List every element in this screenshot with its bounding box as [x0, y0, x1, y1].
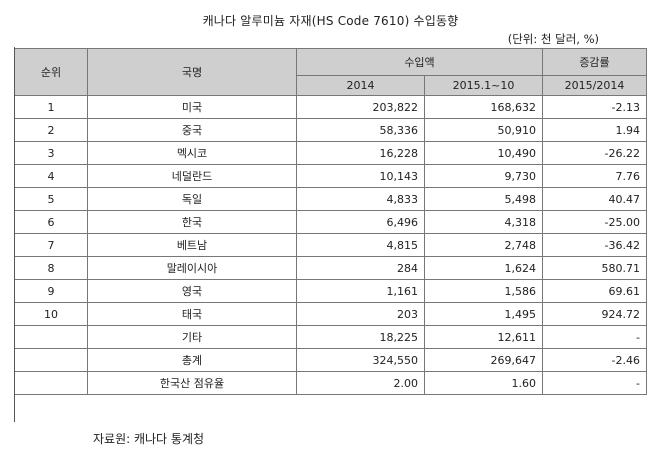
unit-note: (단위: 천 달러, %) — [507, 32, 599, 46]
cell-imports-2014: 4,833 — [296, 187, 425, 211]
cell-growth: 69.61 — [542, 279, 647, 303]
import-table: 순위 국명 수입액 증감률 2014 2015.1~10 2015/2014 1… — [14, 48, 647, 395]
cell-rank: 9 — [14, 279, 88, 303]
cell-growth: -36.42 — [542, 233, 647, 257]
cell-rank: 1 — [14, 95, 88, 119]
cell-country: 미국 — [87, 95, 297, 119]
cell-imports-2015: 1,495 — [424, 302, 543, 326]
cell-imports-2015: 1,586 — [424, 279, 543, 303]
cell-rank: 8 — [14, 256, 88, 280]
header-rank: 순위 — [14, 48, 88, 96]
source-note: 자료원: 캐나다 통계청 — [93, 432, 205, 446]
cell-imports-2015: 269,647 — [424, 348, 543, 372]
cell-imports-2014: 4,815 — [296, 233, 425, 257]
table-row: 8 말레이시아 284 1,624 580.71 — [14, 256, 647, 280]
cell-imports-2014: 324,550 — [296, 348, 425, 372]
cell-growth: -25.00 — [542, 210, 647, 234]
table-row: 기타 18,225 12,611- — [14, 325, 647, 349]
header-imports: 수입액 — [296, 48, 543, 76]
cell-growth: -26.22 — [542, 141, 647, 165]
cell-growth: 40.47 — [542, 187, 647, 211]
table-row: 6 한국 6,496 4,318 -25.00 — [14, 210, 647, 234]
cell-rank — [14, 348, 88, 372]
cell-country: 한국 — [87, 210, 297, 234]
cell-country: 한국산 점유율 — [87, 371, 297, 395]
table-row: 한국산 점유율 2.00 1.60- — [14, 371, 647, 395]
cell-rank: 7 — [14, 233, 88, 257]
cell-country: 총계 — [87, 348, 297, 372]
cell-country: 태국 — [87, 302, 297, 326]
cell-country: 말레이시아 — [87, 256, 297, 280]
header-year-2014: 2014 — [296, 75, 425, 96]
cell-country: 영국 — [87, 279, 297, 303]
cell-country: 베트남 — [87, 233, 297, 257]
cell-growth: -2.46 — [542, 348, 647, 372]
cell-imports-2014: 18,225 — [296, 325, 425, 349]
cell-growth: 1.94 — [542, 118, 647, 142]
cell-imports-2015: 1,624 — [424, 256, 543, 280]
cell-rank: 6 — [14, 210, 88, 234]
cell-imports-2015: 12,611 — [424, 325, 543, 349]
cell-rank: 10 — [14, 302, 88, 326]
header-row-1: 순위 국명 수입액 증감률 — [14, 48, 647, 96]
table-row: 1 미국 203,822 168,632 -2.13 — [14, 95, 647, 119]
header-year-2015: 2015.1~10 — [424, 75, 543, 96]
table-row: 9 영국 1,161 1,586 69.61 — [14, 279, 647, 303]
header-country: 국명 — [87, 48, 297, 96]
cell-rank — [14, 371, 88, 395]
cell-rank: 4 — [14, 164, 88, 188]
table-row: 4 네덜란드 10,143 9,730 7.76 — [14, 164, 647, 188]
cell-imports-2015: 1.60 — [424, 371, 543, 395]
table-row: 10 태국 203 1,495 924.72 — [14, 302, 647, 326]
table-row: 3 멕시코 16,228 10,490 -26.22 — [14, 141, 647, 165]
document-title: 캐나다 알루미늄 자재(HS Code 7610) 수입동향 — [202, 14, 459, 28]
cell-imports-2015: 4,318 — [424, 210, 543, 234]
cell-imports-2014: 203,822 — [296, 95, 425, 119]
cell-imports-2014: 1,161 — [296, 279, 425, 303]
cell-imports-2015: 5,498 — [424, 187, 543, 211]
table-row: 7 베트남 4,815 2,748 -36.42 — [14, 233, 647, 257]
cell-rank — [14, 325, 88, 349]
table-row: 총계 324,550 269,647 -2.46 — [14, 348, 647, 372]
left-border-line — [14, 47, 15, 422]
cell-imports-2014: 6,496 — [296, 210, 425, 234]
cell-country: 중국 — [87, 118, 297, 142]
cell-imports-2014: 10,143 — [296, 164, 425, 188]
cell-imports-2014: 284 — [296, 256, 425, 280]
cell-imports-2015: 50,910 — [424, 118, 543, 142]
cell-country: 기타 — [87, 325, 297, 349]
cell-growth: -2.13 — [542, 95, 647, 119]
cell-imports-2014: 16,228 — [296, 141, 425, 165]
cell-imports-2015: 168,632 — [424, 95, 543, 119]
cell-growth: - — [542, 371, 647, 395]
cell-imports-2015: 2,748 — [424, 233, 543, 257]
cell-rank: 2 — [14, 118, 88, 142]
header-row-2: 2014 2015.1~10 2015/2014 — [15, 75, 647, 96]
cell-imports-2014: 58,336 — [296, 118, 425, 142]
cell-country: 네덜란드 — [87, 164, 297, 188]
cell-growth: 924.72 — [542, 302, 647, 326]
cell-imports-2014: 203 — [296, 302, 425, 326]
cell-growth: 580.71 — [542, 256, 647, 280]
cell-rank: 5 — [14, 187, 88, 211]
cell-rank: 3 — [14, 141, 88, 165]
table-row: 2 중국 58,336 50,910 1.94 — [14, 118, 647, 142]
cell-imports-2015: 10,490 — [424, 141, 543, 165]
cell-imports-2015: 9,730 — [424, 164, 543, 188]
cell-growth: 7.76 — [542, 164, 647, 188]
cell-country: 멕시코 — [87, 141, 297, 165]
header-growth-period: 2015/2014 — [542, 75, 647, 96]
table-row: 5 독일 4,833 5,498 40.47 — [14, 187, 647, 211]
cell-country: 독일 — [87, 187, 297, 211]
header-growth: 증감률 — [542, 48, 647, 76]
cell-growth: - — [542, 325, 647, 349]
cell-imports-2014: 2.00 — [296, 371, 425, 395]
